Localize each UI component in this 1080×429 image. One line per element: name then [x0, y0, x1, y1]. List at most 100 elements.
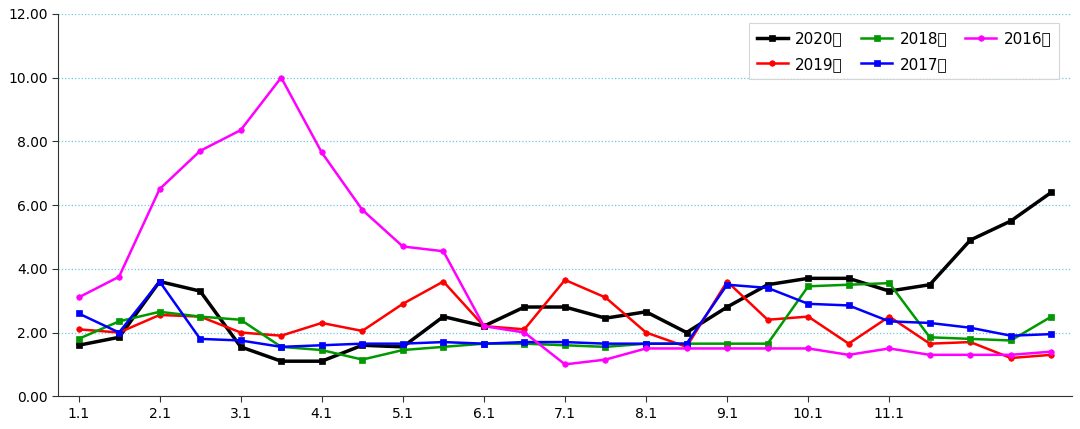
2016年	[923, 352, 936, 357]
2017年	[315, 343, 328, 348]
2016年	[274, 75, 287, 80]
2020年	[923, 282, 936, 287]
2017年	[963, 325, 976, 330]
2020年	[396, 344, 409, 350]
2016年	[112, 274, 125, 279]
2018年	[437, 344, 450, 350]
2019年	[274, 333, 287, 338]
2019年	[761, 317, 774, 322]
2018年	[477, 341, 490, 346]
2019年	[355, 328, 368, 333]
2017年	[680, 341, 693, 346]
2016年	[761, 346, 774, 351]
2019年	[477, 323, 490, 329]
2019年	[1045, 352, 1058, 357]
Line: 2019年: 2019年	[76, 277, 1054, 361]
2016年	[680, 346, 693, 351]
2020年	[234, 344, 247, 350]
Line: 2017年: 2017年	[76, 279, 1054, 350]
2016年	[882, 346, 895, 351]
2018年	[1004, 338, 1017, 343]
2018年	[274, 344, 287, 350]
2020年	[882, 289, 895, 294]
2016年	[234, 127, 247, 133]
2018年	[680, 341, 693, 346]
2020年	[1004, 218, 1017, 224]
2019年	[801, 314, 814, 319]
2017年	[274, 344, 287, 350]
2019年	[720, 279, 733, 284]
2018年	[599, 344, 612, 350]
2020年	[639, 309, 652, 314]
2019年	[193, 314, 206, 319]
2016年	[720, 346, 733, 351]
2016年	[193, 148, 206, 154]
2016年	[396, 244, 409, 249]
2019年	[153, 312, 166, 317]
2017年	[923, 320, 936, 326]
2016年	[599, 357, 612, 362]
2017年	[112, 330, 125, 335]
2019年	[680, 344, 693, 350]
2019年	[923, 341, 936, 346]
Line: 2020年: 2020年	[76, 190, 1054, 364]
2020年	[193, 289, 206, 294]
2020年	[315, 359, 328, 364]
2020年	[842, 276, 855, 281]
2018年	[72, 336, 85, 341]
2018年	[396, 347, 409, 353]
Line: 2016年: 2016年	[76, 75, 1054, 367]
2019年	[639, 330, 652, 335]
2017年	[355, 341, 368, 346]
2020年	[558, 305, 571, 310]
2016年	[558, 362, 571, 367]
2018年	[963, 336, 976, 341]
2017年	[639, 341, 652, 346]
2020年	[518, 305, 531, 310]
2020年	[720, 305, 733, 310]
2020年	[963, 238, 976, 243]
2019年	[882, 314, 895, 319]
2018年	[193, 314, 206, 319]
2020年	[599, 316, 612, 321]
2017年	[234, 338, 247, 343]
2019年	[599, 295, 612, 300]
2016年	[355, 207, 368, 212]
2019年	[1004, 356, 1017, 361]
2018年	[639, 341, 652, 346]
2016年	[963, 352, 976, 357]
2020年	[477, 323, 490, 329]
2017年	[882, 319, 895, 324]
2018年	[315, 347, 328, 353]
2017年	[558, 339, 571, 344]
2016年	[518, 330, 531, 335]
2020年	[274, 359, 287, 364]
2016年	[315, 150, 328, 155]
2018年	[518, 341, 531, 346]
2017年	[842, 303, 855, 308]
2020年	[801, 276, 814, 281]
2016年	[477, 323, 490, 329]
2017年	[518, 339, 531, 344]
2020年	[355, 343, 368, 348]
2018年	[720, 341, 733, 346]
2019年	[112, 330, 125, 335]
2016年	[153, 187, 166, 192]
2020年	[437, 314, 450, 319]
2019年	[396, 301, 409, 306]
Line: 2018年: 2018年	[76, 280, 1054, 363]
2017年	[1004, 333, 1017, 338]
2017年	[153, 279, 166, 284]
2020年	[761, 282, 774, 287]
2020年	[112, 335, 125, 340]
2019年	[963, 339, 976, 344]
2016年	[1004, 352, 1017, 357]
2019年	[842, 341, 855, 346]
2017年	[396, 341, 409, 346]
2019年	[518, 327, 531, 332]
2016年	[437, 249, 450, 254]
2020年	[680, 330, 693, 335]
2018年	[153, 309, 166, 314]
2020年	[72, 343, 85, 348]
2016年	[842, 352, 855, 357]
